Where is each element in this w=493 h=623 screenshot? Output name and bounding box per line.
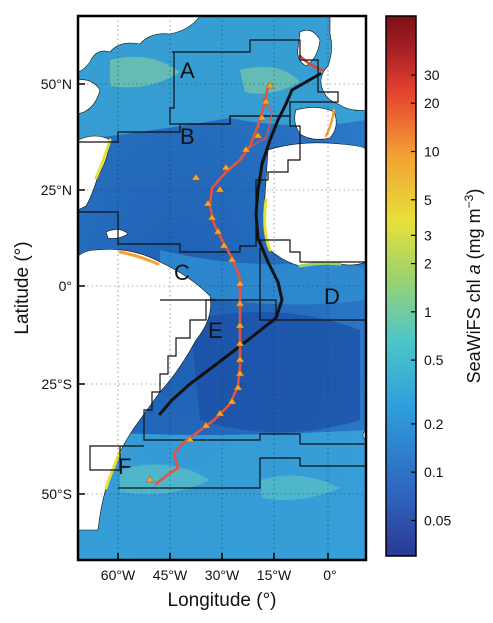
- colorbar-tick-label: 0.2: [424, 416, 444, 432]
- land-greenland-canada: [78, 16, 201, 73]
- colorbar-tick-label: 2: [424, 256, 432, 272]
- colorbar-tick-label: 0.5: [424, 352, 444, 368]
- south-patches: [120, 464, 340, 501]
- region-label-F: F: [118, 454, 131, 479]
- x-axis-title: Longitude (°): [168, 590, 277, 611]
- colorbar: 30 20 10 5 3 2 1 0.5 0.2 0.1 0.05 SeaWiFS chl a (m…: [385, 15, 484, 557]
- colorbar-tick-label: 30: [424, 67, 440, 83]
- colorbar-title: SeaWiFS chl a (mg m−3): [462, 189, 484, 384]
- subpolar-greenish-patches: [110, 56, 300, 94]
- y-tick-0: 0°: [59, 278, 72, 294]
- y-tick-50N: 50°N: [41, 76, 72, 92]
- region-label-C: C: [174, 260, 190, 285]
- map-panel: A B C D E F: [78, 16, 366, 560]
- land-british-isles: [297, 29, 321, 67]
- land-iberia: [294, 107, 337, 140]
- land: [78, 16, 366, 531]
- y-tick-25S: 25°S: [41, 376, 72, 392]
- land-africa: [263, 142, 366, 267]
- y-tick-labels: 50°N 25°N 0° 25°S 50°S: [41, 76, 72, 502]
- map-ticks: [78, 83, 329, 560]
- region-label-D: D: [324, 284, 340, 309]
- y-axis-title: Latitude (°): [12, 241, 33, 334]
- colorbar-title-close: ): [464, 189, 484, 195]
- x-tick-15W: 15°W: [257, 567, 292, 583]
- x-tick-45W: 45°W: [153, 567, 188, 583]
- colorbar-tick-label: 0.1: [424, 464, 444, 480]
- y-tick-50S: 50°S: [41, 486, 72, 502]
- black-cruise-track: [158, 72, 322, 416]
- colorbar-tick-label: 20: [424, 95, 440, 111]
- x-tick-0: 0°: [323, 567, 336, 583]
- colorbar-tick-label: 0.05: [424, 512, 451, 528]
- land-caribbean: [105, 229, 129, 239]
- y-tick-25N: 25°N: [41, 182, 72, 198]
- stations: [145, 81, 275, 483]
- colorbar-tick-label: 3: [424, 227, 432, 243]
- boundary-B: [78, 115, 301, 212]
- land-north-america: [78, 135, 111, 211]
- boundary-F: [89, 426, 366, 489]
- colorbar-tick-label: 10: [424, 143, 440, 159]
- x-tick-60W: 60°W: [101, 567, 136, 583]
- region-label-E: E: [208, 318, 223, 343]
- land-labrador: [78, 79, 101, 115]
- colorbar-title-prefix: SeaWiFS chl: [464, 274, 484, 383]
- x-tick-30W: 30°W: [205, 567, 240, 583]
- colorbar-title-units: (mg m: [464, 208, 484, 264]
- x-tick-labels: 60°W 45°W 30°W 15°W 0°: [101, 567, 337, 583]
- red-cruise-track-secondary: [247, 97, 273, 149]
- region-label-A: A: [180, 58, 195, 83]
- north-atlantic-productive-band: [78, 16, 366, 140]
- boundary-A: [169, 39, 339, 125]
- region-labels: A B C D E F: [118, 58, 340, 479]
- colorbar-tick-label: 1: [424, 304, 432, 320]
- colorbar-ticks: 30 20 10 5 3 2 1 0.5 0.2 0.1 0.05: [411, 67, 451, 528]
- southern-cyan-band: [78, 430, 366, 560]
- boundary-D: [259, 248, 366, 321]
- land-europe: [320, 16, 366, 111]
- colorbar-ramp: [385, 15, 417, 557]
- region-label-B: B: [180, 124, 195, 149]
- colorbar-title-exp: −3: [462, 194, 476, 208]
- colorbar-title-var: a: [464, 264, 484, 274]
- colorbar-tick-label: 5: [424, 192, 432, 208]
